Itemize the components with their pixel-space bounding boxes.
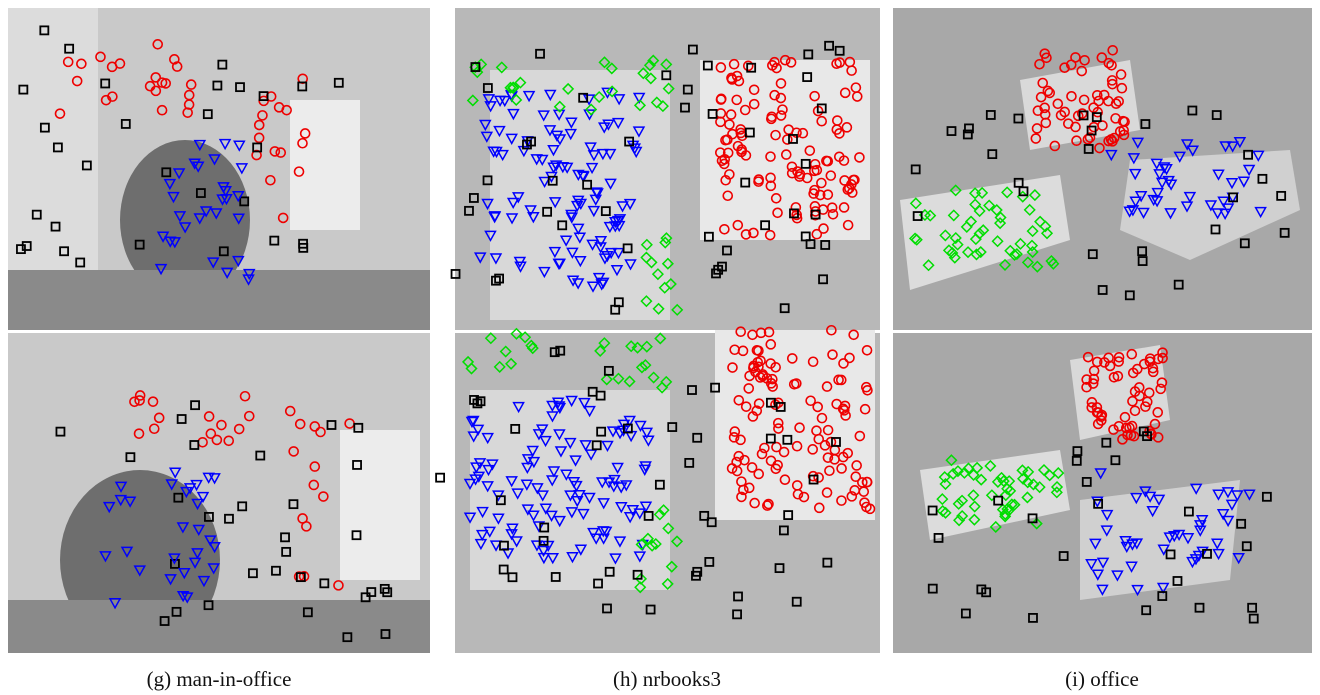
caption: (i) office [1065,667,1139,691]
caption: (g) man-in-office [147,667,292,691]
figure: (g) man-in-office (h) nrbooks3 (i) offic… [0,0,1320,695]
panel-g-images [8,8,430,653]
caption: (h) nrbooks3 [613,667,721,691]
feature-marker [436,474,444,482]
page: (g) man-in-office (h) nrbooks3 (i) offic… [0,0,1320,695]
panel-i-images [893,8,1312,653]
